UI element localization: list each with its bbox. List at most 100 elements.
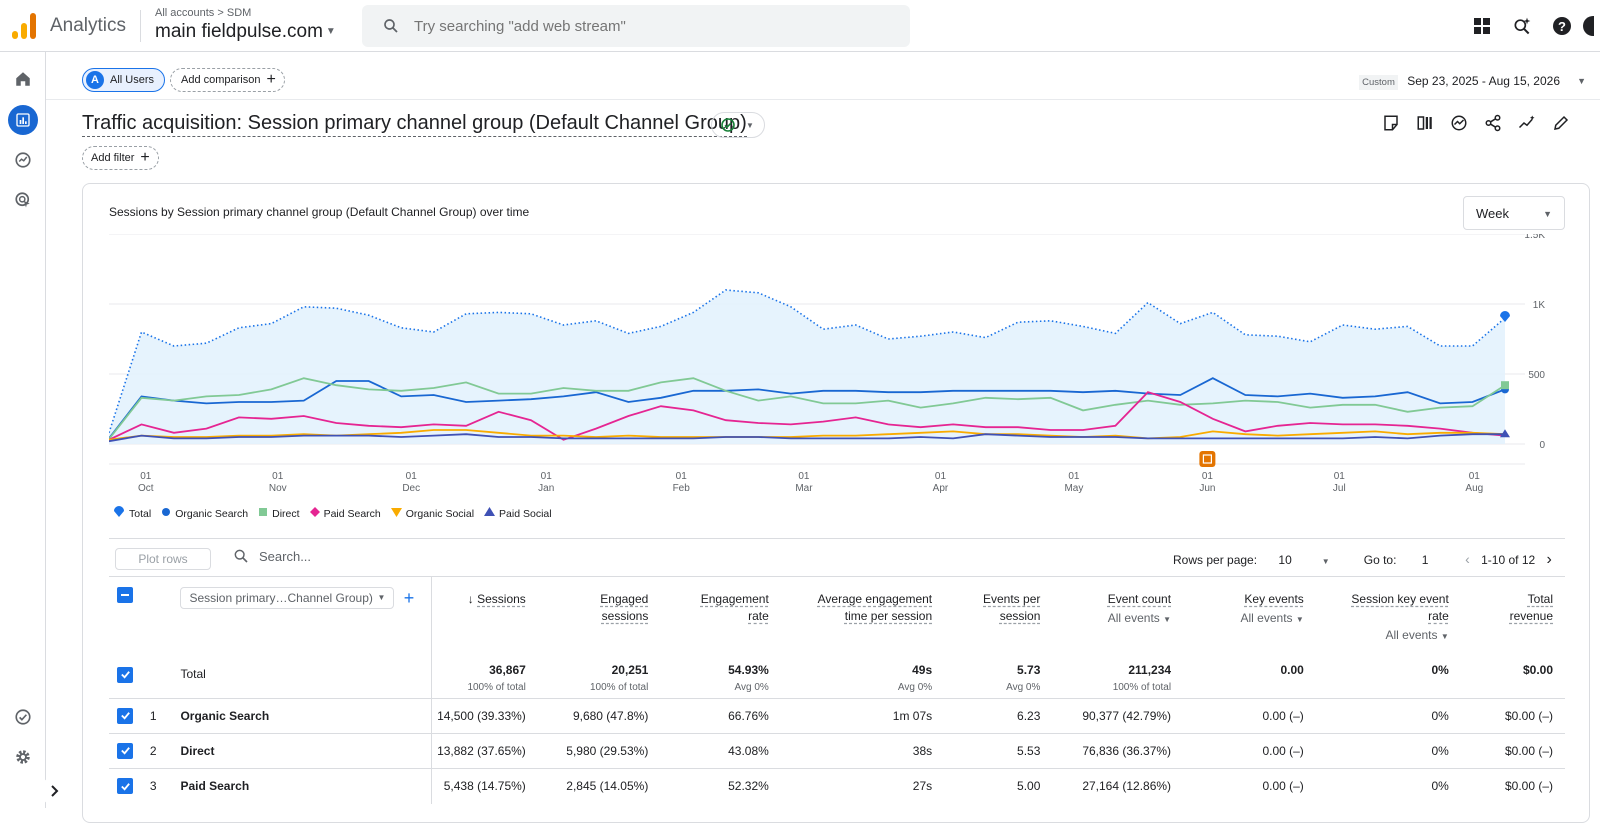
svg-text:?: ? <box>1558 19 1566 34</box>
legend-item[interactable]: Paid Social <box>484 506 552 521</box>
trend-sparkle-icon[interactable] <box>1516 112 1538 134</box>
chevron-left-icon[interactable]: ‹ <box>1465 551 1470 567</box>
dimension-select[interactable]: Session primary…Channel Group) ▼ <box>180 587 395 609</box>
add-dimension-icon[interactable]: + <box>403 588 415 609</box>
table-row[interactable]: 3 Paid Search 5,438 (14.75%) 2,845 (14.0… <box>109 768 1565 804</box>
nav-home[interactable] <box>8 64 38 94</box>
event-filter-select[interactable]: All events ▼ <box>1107 611 1172 625</box>
row-rank: 2 <box>149 744 157 758</box>
row-checkbox[interactable] <box>117 778 133 794</box>
goto-input[interactable]: 1 <box>1421 553 1429 567</box>
segment-label: All Users <box>110 74 155 86</box>
plot-rows-button[interactable]: Plot rows <box>115 548 211 570</box>
total-value: 54.93% <box>728 662 769 677</box>
expand-nav-button[interactable] <box>40 777 68 805</box>
table-row[interactable]: 2 Direct 13,882 (37.65%) 5,980 (29.53%) … <box>109 733 1565 769</box>
app-name: Analytics <box>50 15 127 36</box>
legend-item[interactable]: Direct <box>258 506 300 521</box>
segment-avatar: A <box>86 71 104 89</box>
col-header-engagement-rate[interactable]: Engagement rate <box>660 576 781 655</box>
nav-advertising[interactable] <box>8 185 38 215</box>
caret-down-icon: ▼ <box>1543 209 1552 219</box>
segment-chip[interactable]: A All Users <box>82 68 166 92</box>
share-icon[interactable] <box>1482 112 1504 134</box>
col-header-engaged-sessions[interactable]: Engaged sessions <box>537 576 661 655</box>
col-header-avg-engagement-time[interactable]: Average engagement time per session <box>780 576 945 655</box>
nav-admin[interactable] <box>8 742 38 772</box>
breadcrumb-account[interactable]: All accounts <box>155 7 215 19</box>
caret-down-icon[interactable]: ▼ <box>1577 76 1586 86</box>
cell-events-per-session: 5.00 <box>1017 779 1041 794</box>
cell-engaged-sessions: 5,980 (29.53%) <box>566 744 649 758</box>
table-search-placeholder[interactable]: Search... <box>259 548 312 564</box>
series-line-total <box>109 289 1506 434</box>
row-channel-name[interactable]: Organic Search <box>180 698 433 734</box>
cell-avg-engagement-time: 1m 07s <box>892 709 933 723</box>
legend-marker-icon <box>309 507 320 520</box>
row-channel-name[interactable]: Direct <box>180 733 433 769</box>
x-tick-day: 01 <box>798 471 810 482</box>
col-header-key-events[interactable]: Key events All events ▼ <box>1183 576 1316 655</box>
check-circle-icon <box>15 709 31 725</box>
legend-marker-icon <box>161 507 171 520</box>
left-nav <box>0 52 68 808</box>
page-title[interactable]: Traffic acquisition: Session primary cha… <box>82 112 747 137</box>
table-row[interactable]: 1 Organic Search 14,500 (39.33%) 9,680 (… <box>109 698 1565 734</box>
nav-reports[interactable] <box>8 105 38 135</box>
compare-icon[interactable] <box>1414 112 1436 134</box>
notes-icon[interactable] <box>1380 112 1402 134</box>
cell-total-revenue: $0.00 (–) <box>1504 779 1553 794</box>
key-event-rate-filter-select[interactable]: All events ▼ <box>1385 628 1449 642</box>
add-filter-button[interactable]: Add filter + <box>82 146 159 170</box>
legend-item[interactable]: Paid Search <box>309 506 381 521</box>
col-header-total-revenue[interactable]: Total revenue <box>1460 576 1565 655</box>
col-header-event-count[interactable]: Event count All events ▼ <box>1052 576 1184 655</box>
breadcrumb[interactable]: All accounts > SDM <box>155 7 251 19</box>
select-all-checkbox[interactable] <box>117 587 133 603</box>
legend-item[interactable]: Organic Search <box>161 506 248 521</box>
row-checkbox[interactable] <box>117 742 133 759</box>
col-header-sessions[interactable]: ↓ Sessions <box>431 576 538 655</box>
legend-marker-icon <box>258 507 268 520</box>
edit-pencil-icon[interactable] <box>1550 112 1572 134</box>
account-avatar[interactable] <box>1582 14 1600 38</box>
legend-marker-icon <box>113 506 125 521</box>
caret-down-icon: ▼ <box>325 26 336 38</box>
report-status-button[interactable]: ▼ <box>711 112 765 138</box>
legend-item[interactable]: Organic Social <box>390 506 474 521</box>
search-insights-icon[interactable] <box>1502 14 1542 38</box>
col-header-session-key-event-rate[interactable]: Session key event rate All events ▼ <box>1315 576 1461 655</box>
insights-icon[interactable] <box>1448 112 1470 134</box>
series-end-marker <box>1501 381 1509 390</box>
breadcrumb-property[interactable]: SDM <box>226 7 252 19</box>
granularity-select[interactable]: Week ▼ <box>1463 196 1565 230</box>
cell-total-revenue: $0.00 (–) <box>1504 744 1553 758</box>
search-input[interactable] <box>414 15 884 37</box>
row-channel-name[interactable]: Paid Search <box>180 768 433 804</box>
apps-grid-icon[interactable] <box>1462 14 1502 38</box>
sort-arrow-down-icon: ↓ <box>467 592 474 606</box>
chevron-right-icon[interactable]: › <box>1546 551 1552 568</box>
legend-item[interactable]: Total <box>113 506 151 521</box>
date-range-picker[interactable]: Custom Sep 23, 2025 - Aug 15, 2026 <box>1359 74 1560 90</box>
global-search[interactable] <box>362 5 910 47</box>
total-value: 49s <box>912 662 933 677</box>
total-sub: 100% of total <box>467 681 526 693</box>
key-event-filter-select[interactable]: All events ▼ <box>1240 611 1304 625</box>
totals-checkbox[interactable] <box>117 666 133 683</box>
rows-per-page-select[interactable]: 10 ▼ <box>1278 553 1330 567</box>
cell-sessions: 14,500 (39.33%) <box>437 709 526 723</box>
table-search[interactable]: Search... <box>233 548 311 564</box>
nav-insights[interactable] <box>8 702 38 732</box>
dimension-select-value: Session primary…Channel Group) <box>189 591 373 605</box>
nav-explore[interactable] <box>8 145 38 175</box>
row-checkbox[interactable] <box>117 707 133 724</box>
property-selector[interactable]: main fieldpulse.com ▼ <box>155 21 336 43</box>
help-icon[interactable]: ? <box>1542 14 1582 38</box>
property-name[interactable]: main fieldpulse.com <box>155 21 323 42</box>
col-header-events-per-session[interactable]: Events per session <box>944 576 1053 655</box>
x-tick-day: 01 <box>140 471 152 482</box>
add-comparison-button[interactable]: Add comparison + <box>170 68 285 92</box>
total-value: $0.00 <box>1522 662 1553 677</box>
analytics-logo-icon[interactable] <box>12 13 36 39</box>
